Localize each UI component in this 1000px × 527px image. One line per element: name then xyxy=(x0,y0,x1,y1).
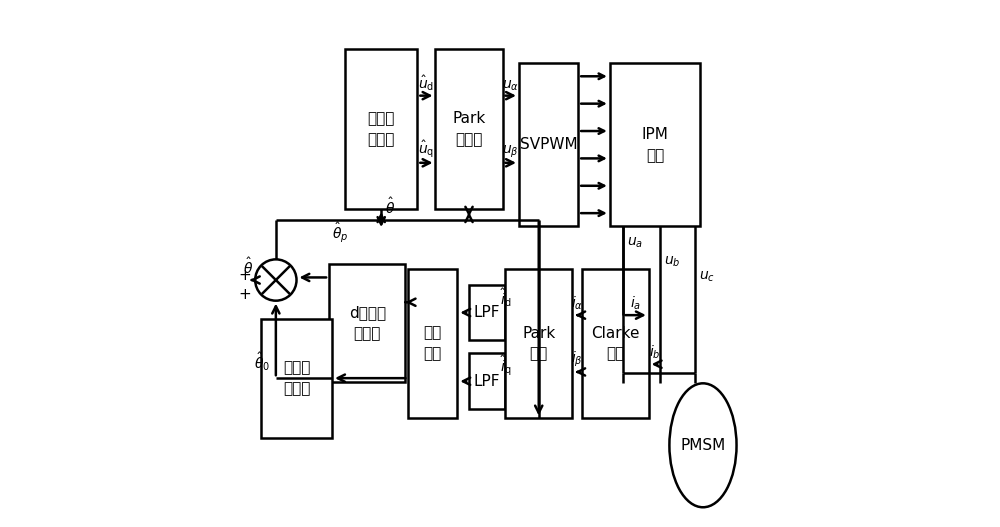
Circle shape xyxy=(255,259,297,301)
Text: $u_\beta$: $u_\beta$ xyxy=(502,143,519,160)
Text: $\hat{\theta}_0$: $\hat{\theta}_0$ xyxy=(254,350,270,373)
Text: Clarke
变换: Clarke 变换 xyxy=(591,326,639,362)
Bar xyxy=(345,49,417,209)
Bar xyxy=(519,63,578,226)
Text: $i_\alpha$: $i_\alpha$ xyxy=(571,295,583,312)
Bar xyxy=(469,285,505,340)
Text: IPM
逆变: IPM 逆变 xyxy=(642,126,668,163)
Bar xyxy=(582,269,649,418)
Text: LPF: LPF xyxy=(474,305,500,320)
Text: 初次角
度估计: 初次角 度估计 xyxy=(283,360,310,396)
Text: 电压施
加模块: 电压施 加模块 xyxy=(368,111,395,147)
Text: $u_a$: $u_a$ xyxy=(627,236,643,250)
Text: Park
变换: Park 变换 xyxy=(522,326,555,362)
Text: $i_a$: $i_a$ xyxy=(630,295,641,312)
Bar xyxy=(610,63,700,226)
Text: $\hat{\theta}_p$: $\hat{\theta}_p$ xyxy=(332,221,348,246)
Bar xyxy=(469,354,505,409)
Text: 电流
计算: 电流 计算 xyxy=(424,326,442,362)
Bar xyxy=(329,264,405,382)
Text: $\hat{u}_\mathrm{q}$: $\hat{u}_\mathrm{q}$ xyxy=(418,138,435,160)
Text: +: + xyxy=(238,287,251,302)
Bar xyxy=(505,269,572,418)
Text: $u_b$: $u_b$ xyxy=(664,255,681,269)
Text: $u_\alpha$: $u_\alpha$ xyxy=(502,78,519,93)
Bar xyxy=(435,49,503,209)
Text: $\hat{i}_\mathrm{d}$: $\hat{i}_\mathrm{d}$ xyxy=(500,287,511,309)
Text: $i_\beta$: $i_\beta$ xyxy=(571,349,583,369)
Text: $i_b$: $i_b$ xyxy=(649,344,660,361)
Text: Park
逆变换: Park 逆变换 xyxy=(452,111,486,147)
Text: PMSM: PMSM xyxy=(680,438,726,453)
Text: $\hat{\theta}$: $\hat{\theta}$ xyxy=(243,257,254,277)
Text: $\hat{u}_\mathrm{d}$: $\hat{u}_\mathrm{d}$ xyxy=(418,73,435,93)
Text: SVPWM: SVPWM xyxy=(520,137,577,152)
Text: $u_c$: $u_c$ xyxy=(699,270,715,285)
Text: $\hat{\theta}$: $\hat{\theta}$ xyxy=(385,197,395,217)
Text: d轴正方
向判断: d轴正方 向判断 xyxy=(349,305,386,341)
Text: $\hat{i}_\mathrm{q}$: $\hat{i}_\mathrm{q}$ xyxy=(500,354,511,378)
Text: LPF: LPF xyxy=(474,374,500,389)
Ellipse shape xyxy=(669,383,737,508)
Bar xyxy=(261,319,332,437)
Bar xyxy=(408,269,457,418)
Text: +: + xyxy=(238,268,251,284)
